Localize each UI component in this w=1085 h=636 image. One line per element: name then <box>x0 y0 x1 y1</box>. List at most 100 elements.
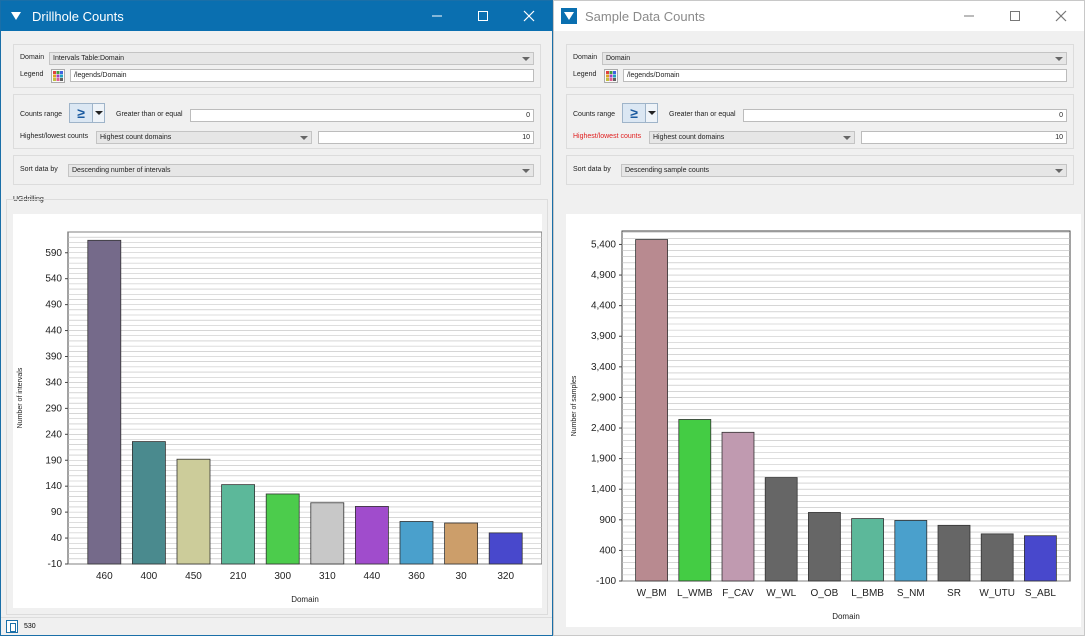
x-tick-label: 400 <box>141 571 158 582</box>
x-tick-label: S_ABL <box>1025 588 1057 599</box>
y-axis-label: Number of intervals <box>17 367 24 428</box>
maximize-button[interactable] <box>460 1 506 31</box>
minimize-button[interactable] <box>414 1 460 31</box>
sort-panel: Sort data by Descending sample counts <box>566 155 1074 185</box>
samples-bar-chart: -100 400 900 1,400 1,900 2,400 2,900 3,400 3,900… <box>571 230 1071 621</box>
minimize-icon <box>432 15 442 17</box>
bar-SR <box>937 524 971 582</box>
x-tick-label: F_CAV <box>722 588 754 599</box>
app-icon <box>8 8 24 24</box>
y-tick-label: 2,900 <box>591 392 616 403</box>
domain-select[interactable]: Domain <box>602 52 1067 65</box>
highest-lowest-select[interactable]: Highest count domains <box>649 131 855 144</box>
close-icon <box>523 10 535 22</box>
bar-310 <box>310 502 345 565</box>
close-icon <box>1055 10 1067 22</box>
domain-select[interactable]: Intervals Table:Domain <box>49 52 534 65</box>
gte-label: Greater than or equal <box>116 111 183 118</box>
legend-field[interactable]: /legends/Domain <box>70 69 534 82</box>
y-tick-label: 3,900 <box>591 331 616 342</box>
chevron-down-icon <box>843 136 851 140</box>
domain-select-value: Intervals Table:Domain <box>53 55 125 62</box>
x-tick-label: 30 <box>456 571 468 582</box>
intervals-bar-chart: -10 40 90 140 190 240 290 340 390 440 490 540 590 460… <box>17 231 543 604</box>
y-tick-label: 490 <box>45 300 62 311</box>
legend-button[interactable] <box>604 69 618 83</box>
x-tick-label: 320 <box>497 571 514 582</box>
y-tick-label: 340 <box>45 377 62 388</box>
counts-range-label: Counts range <box>573 111 616 118</box>
counts-range-operator-button[interactable]: ≥ <box>69 103 105 123</box>
window-title: Sample Data Counts <box>585 8 705 24</box>
close-button[interactable] <box>1038 1 1084 31</box>
chevron-down-icon <box>645 104 657 122</box>
y-tick-label: 440 <box>45 326 62 337</box>
domain-panel: Domain Domain Legend /legends/Domain <box>566 44 1074 88</box>
y-tick-label: 1,400 <box>591 484 616 495</box>
domain-select-value: Domain <box>606 55 631 62</box>
bar-W_WL <box>764 477 798 582</box>
y-tick-label: 140 <box>45 481 62 492</box>
chevron-down-icon <box>522 169 530 173</box>
legend-label: Legend <box>573 71 597 78</box>
legend-label: Legend <box>20 71 44 78</box>
bar-450 <box>176 458 211 565</box>
highest-lowest-select[interactable]: Highest count domains <box>96 131 312 144</box>
bar-O_OB <box>808 512 841 582</box>
chevron-down-icon <box>300 136 308 140</box>
highest-lowest-count-field[interactable]: 10 <box>318 131 534 144</box>
operator-value: ≥ <box>77 105 85 121</box>
counts-panel: Counts range ≥ Greater than or equal 0 H… <box>13 94 541 149</box>
chart-group-frame <box>6 199 548 615</box>
y-tick-label: 1,900 <box>591 454 616 465</box>
sort-panel: Sort data by Descending number of interv… <box>13 155 541 185</box>
bar-W_BM <box>635 239 668 582</box>
x-tick-label: W_BM <box>637 588 667 599</box>
minimize-icon <box>964 15 974 17</box>
y-tick-label: 4,400 <box>591 301 616 312</box>
status-bar: 530 <box>1 617 552 635</box>
domain-panel: Domain Intervals Table:Domain Legend /le… <box>13 44 541 88</box>
y-tick-label: 400 <box>599 545 616 556</box>
highest-lowest-label: Highest/lowest counts <box>573 133 642 140</box>
y-tick-label: 240 <box>45 429 62 440</box>
legend-button[interactable] <box>51 69 65 83</box>
status-icon[interactable] <box>6 620 18 633</box>
maximize-icon <box>478 11 488 21</box>
minimize-button[interactable] <box>946 1 992 31</box>
counts-range-operator-button[interactable]: ≥ <box>622 103 658 123</box>
x-tick-label: 360 <box>408 571 425 582</box>
y-tick-label: 540 <box>45 274 62 285</box>
x-tick-label: L_WMB <box>677 588 713 599</box>
sort-select-value: Descending sample counts <box>625 167 710 174</box>
y-tick-label: 2,400 <box>591 423 616 434</box>
sort-select[interactable]: Descending number of intervals <box>68 164 534 177</box>
sample-data-counts-window: Sample Data Counts Domain Domain Legend … <box>553 0 1085 636</box>
sort-select[interactable]: Descending sample counts <box>621 164 1067 177</box>
title-bar[interactable]: Drillhole Counts <box>1 1 552 31</box>
gte-field[interactable]: 0 <box>743 109 1067 122</box>
y-axis-label: Number of samples <box>571 375 578 436</box>
domain-label: Domain <box>573 54 598 61</box>
counts-panel: Counts range ≥ Greater than or equal 0 H… <box>566 94 1074 149</box>
y-tick-label: -100 <box>596 576 616 587</box>
gte-label: Greater than or equal <box>669 111 736 118</box>
legend-field[interactable]: /legends/Domain <box>623 69 1067 82</box>
highest-lowest-count-field[interactable]: 10 <box>861 131 1067 144</box>
chevron-down-icon <box>1055 169 1063 173</box>
bar-30 <box>444 522 479 565</box>
x-tick-label: O_OB <box>811 588 839 599</box>
sort-label: Sort data by <box>20 166 58 173</box>
highest-lowest-label: Highest/lowest counts <box>20 133 89 140</box>
window-title: Drillhole Counts <box>32 8 124 24</box>
close-button[interactable] <box>506 1 552 31</box>
legend-palette-icon <box>53 71 63 81</box>
y-tick-label: -10 <box>48 559 63 570</box>
title-bar[interactable]: Sample Data Counts <box>554 1 1084 31</box>
gte-field[interactable]: 0 <box>190 109 534 122</box>
domain-label: Domain <box>20 54 45 61</box>
x-tick-label: L_BMB <box>851 588 884 599</box>
maximize-button[interactable] <box>992 1 1038 31</box>
y-tick-label: 390 <box>45 352 62 363</box>
bar-400 <box>131 441 166 565</box>
